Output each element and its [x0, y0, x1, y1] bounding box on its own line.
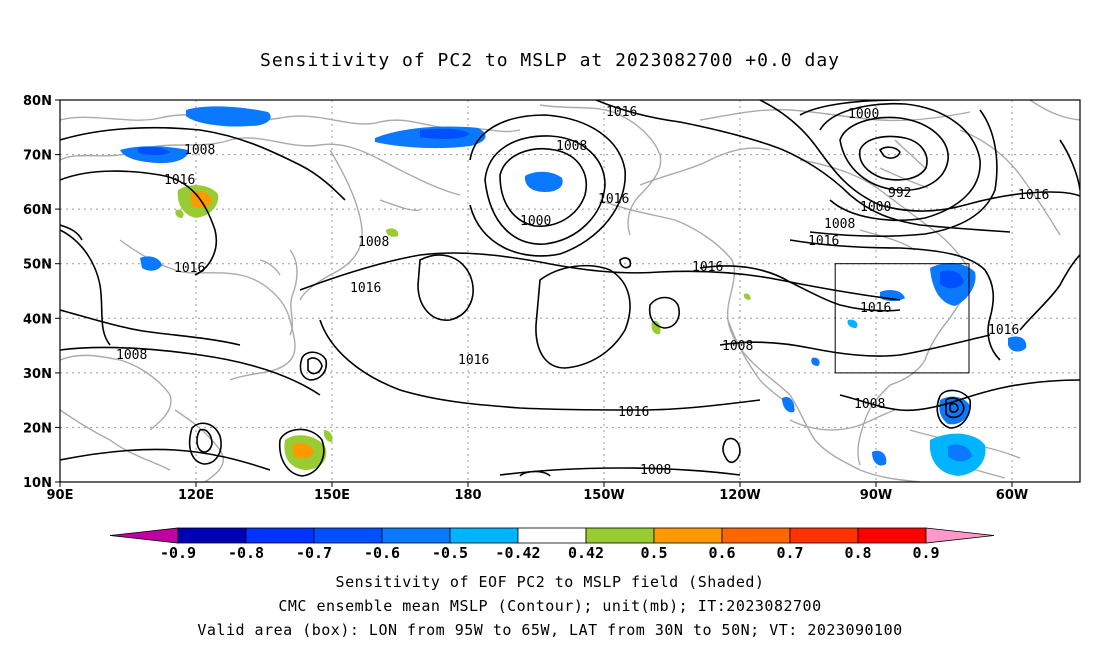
chart-title: Sensitivity of PC2 to MSLP at 2023082700… — [259, 50, 840, 71]
lon-label: 60W — [996, 488, 1028, 503]
lon-label: 90E — [47, 488, 74, 503]
colorbar-label: 0.42 — [568, 544, 604, 562]
lat-label: 10N — [23, 476, 52, 491]
gridlines — [60, 100, 1080, 482]
contour-label: 1016 — [988, 323, 1019, 338]
contour-label: 1008 — [358, 235, 389, 250]
contour-label: 1008 — [722, 339, 753, 354]
colorbar-label: -0.9 — [160, 544, 196, 562]
footer-line-2: CMC ensemble mean MSLP (Contour); unit(m… — [278, 597, 822, 615]
colorbar-label: 0.9 — [912, 544, 939, 562]
contour-label: 1000 — [848, 107, 879, 122]
colorbar: -0.9 -0.8 -0.7 -0.6 -0.5 -0.42 0.42 0.5 0.6 0.7 0.… — [109, 527, 995, 562]
colorbar-label: 0.5 — [640, 544, 667, 562]
colorbar-label: -0.5 — [432, 544, 468, 562]
lon-label: 120W — [719, 488, 760, 503]
contour-label: 1016 — [350, 281, 381, 296]
colorbar-segment — [653, 527, 723, 544]
lat-axis: 80N 70N 60N 50N 40N 30N 20N 10N — [23, 94, 60, 491]
lat-label: 60N — [23, 203, 52, 218]
colorbar-segment — [381, 527, 451, 544]
colorbar-segment — [245, 527, 315, 544]
contour-label: 1016 — [606, 105, 637, 120]
contour-label: 1016 — [808, 234, 839, 249]
lat-label: 50N — [23, 258, 52, 273]
colorbar-label: -0.8 — [228, 544, 264, 562]
contour-label: 1000 — [860, 200, 891, 215]
contour-label: 1016 — [692, 260, 723, 275]
contour-label: 992 — [888, 186, 911, 201]
lon-label: 90W — [860, 488, 892, 503]
colorbar-segment — [177, 527, 247, 544]
lon-label: 180 — [454, 488, 481, 503]
colorbar-segment — [517, 527, 587, 544]
colorbar-segment — [857, 527, 927, 544]
contour-labels: 1016 1000 1008 1016 1008 1016 1000 1016 … — [116, 105, 1049, 478]
colorbar-label: -0.7 — [296, 544, 332, 562]
contour-label: 1008 — [854, 397, 885, 412]
colorbar-segment — [585, 527, 655, 544]
lon-label: 150E — [314, 488, 350, 503]
map-frame — [59, 99, 1081, 483]
lat-label: 20N — [23, 421, 52, 436]
contour-label: 1008 — [640, 463, 671, 478]
contour-label: 1016 — [618, 405, 649, 420]
lat-label: 80N — [23, 94, 52, 109]
colorbar-segment — [789, 527, 859, 544]
colorbar-segment — [721, 527, 791, 544]
lat-label: 30N — [23, 367, 52, 382]
contour-label: 1016 — [164, 173, 195, 188]
colorbar-label: 0.8 — [844, 544, 871, 562]
contour-label: 1016 — [860, 301, 891, 316]
contour-label: 1016 — [174, 261, 205, 276]
colorbar-segment — [449, 527, 519, 544]
lon-label: 150W — [583, 488, 624, 503]
contour-label: 1008 — [824, 217, 855, 232]
sensitivity-shading — [120, 106, 1027, 476]
contour-label: 1008 — [184, 143, 215, 158]
footer-line-3: Valid area (box): LON from 95W to 65W, L… — [197, 621, 903, 639]
valid-area-box — [834, 263, 970, 374]
contour-label: 1008 — [556, 139, 587, 154]
contour-label: 1016 — [1018, 188, 1049, 203]
lat-label: 70N — [23, 149, 52, 164]
colorbar-label: 0.7 — [776, 544, 803, 562]
contour-label: 1008 — [116, 348, 147, 363]
colorbar-label: 0.6 — [708, 544, 735, 562]
map-area — [60, 100, 1080, 482]
colorbar-arrow-high — [925, 527, 995, 544]
colorbar-arrow-low — [109, 527, 179, 544]
contour-label: 1016 — [458, 353, 489, 368]
contour-label: 1000 — [520, 214, 551, 229]
colorbar-label: -0.42 — [495, 544, 540, 562]
lon-axis: 90E 120E 150E 180 150W 120W 90W 60W — [47, 482, 1028, 503]
colorbar-label: -0.6 — [364, 544, 400, 562]
mslp-contours — [60, 100, 1080, 477]
lon-label: 120E — [178, 488, 214, 503]
lat-label: 40N — [23, 312, 52, 327]
contour-label: 1016 — [598, 192, 629, 207]
footer-line-1: Sensitivity of EOF PC2 to MSLP field (Sh… — [335, 573, 765, 591]
colorbar-segment — [313, 527, 383, 544]
